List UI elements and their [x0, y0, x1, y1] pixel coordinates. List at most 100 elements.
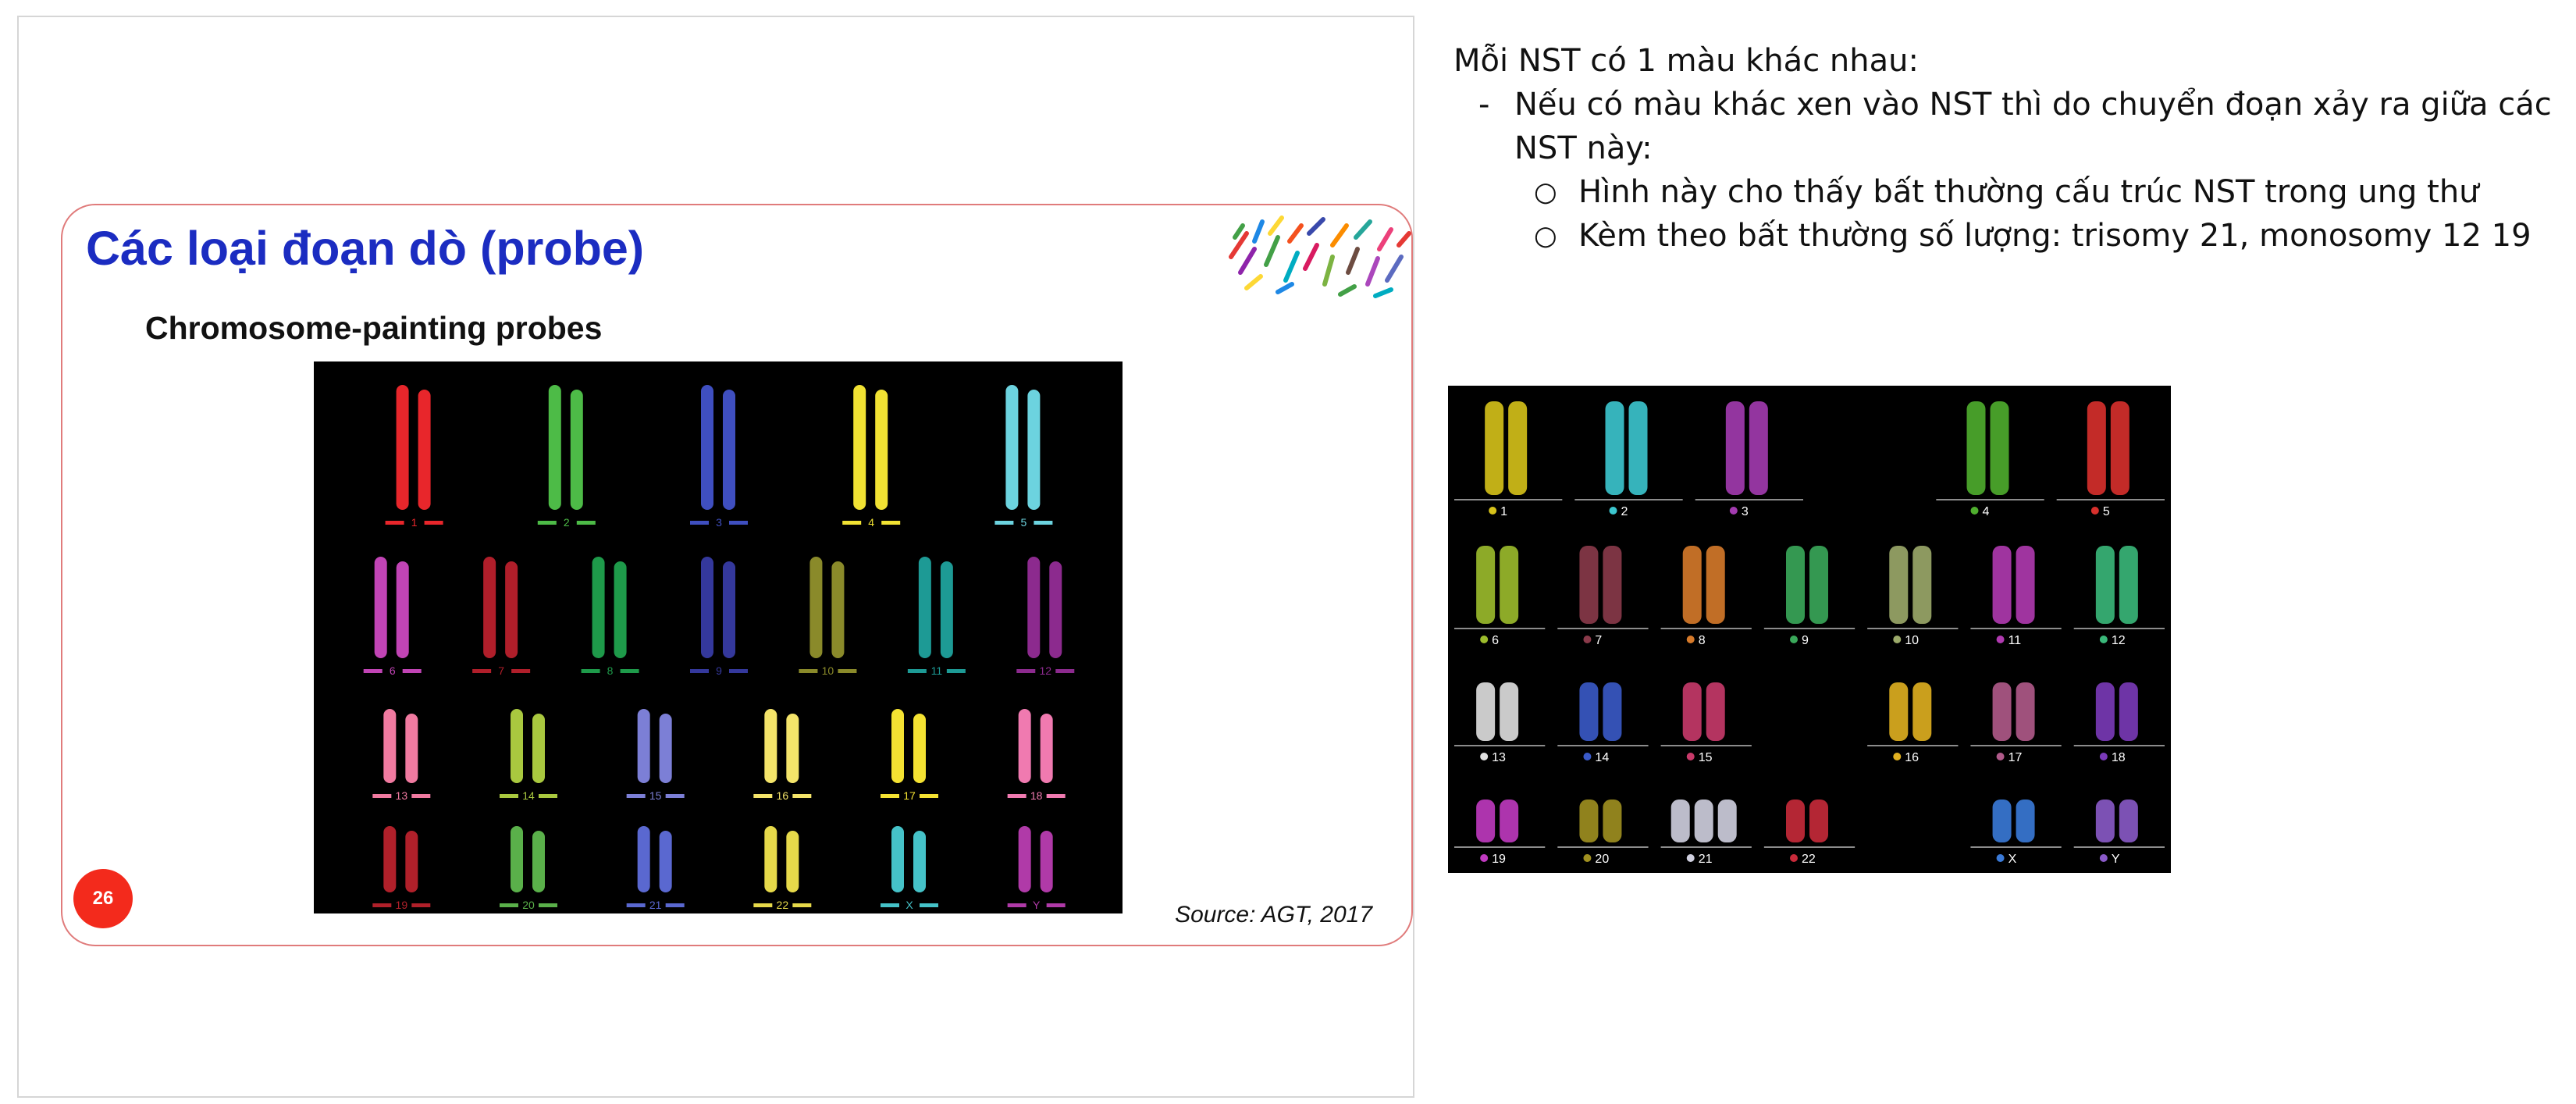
- label-bar: [665, 903, 685, 907]
- chromosome-number-label: 6: [390, 664, 396, 677]
- notes-bullet-text: Nếu có màu khác xen vào NST thì do chuyể…: [1514, 87, 2552, 166]
- label-bar: [1007, 903, 1026, 907]
- label-bar: [792, 903, 812, 907]
- chromosome-shape: [396, 561, 409, 658]
- chromosome-number-label: 21: [649, 899, 662, 911]
- chromosome-number-label: 2: [564, 516, 570, 529]
- chromosome-number-label: Y: [2112, 853, 2120, 866]
- chromosome-shape: [701, 557, 713, 658]
- chromosome-shape: [1912, 546, 1932, 624]
- color-dot: [1609, 507, 1617, 515]
- chromosome-number-label: 1: [411, 516, 418, 529]
- notes-text: Mỗi NST có 1 màu khác nhau: - Nếu có màu…: [1453, 39, 2562, 258]
- chromosome-shape: [418, 390, 431, 510]
- chromosome-shape: [1579, 546, 1599, 624]
- color-dot: [1893, 753, 1902, 760]
- chromosome-shape: [511, 826, 523, 892]
- chromosome-number-label: 1: [1500, 505, 1507, 518]
- chromosome-number-label: 7: [1595, 634, 1602, 647]
- color-dot: [1996, 753, 2005, 760]
- chromosome-shape: [1040, 714, 1053, 783]
- chromosome-shape: [637, 709, 650, 783]
- chromosome-shape: [1682, 546, 1702, 624]
- chromosome-shape: [511, 709, 523, 783]
- chromosome-shape: [405, 831, 418, 892]
- chromosome-shape: [1992, 800, 2012, 842]
- label-bar: [792, 794, 812, 798]
- chromosome-shape: [532, 714, 545, 783]
- chromosome-shape: [1579, 800, 1599, 842]
- color-dot: [1996, 636, 2005, 643]
- label-bar: [920, 903, 938, 907]
- chromosome-number-label: 20: [522, 899, 535, 911]
- chromosome-shape: [764, 709, 777, 783]
- color-dot: [1583, 636, 1592, 643]
- chromosome-shape: [1603, 682, 1622, 741]
- color-dot: [2090, 507, 2099, 515]
- chromosome-shape: [831, 561, 845, 658]
- chromosome-number-label: 20: [1595, 853, 1609, 866]
- color-dot: [1686, 753, 1695, 760]
- chromosome-shape: [1500, 682, 1519, 741]
- label-bar: [539, 794, 557, 798]
- cancer-karyotype: 1 2 3 4 5 6 7 8 9 10 11 12 13 14 15 16 17 18 19 20 21 22 X Y: [1448, 386, 2171, 873]
- chromosome-number-label: 3: [1742, 505, 1749, 518]
- chromosome-shape: [1476, 800, 1496, 842]
- chromosome-number-label: 9: [1802, 634, 1809, 647]
- label-bar: [881, 903, 899, 907]
- chromosome-number-label: 4: [1983, 505, 1990, 518]
- chromosome-shape: [2119, 800, 2138, 842]
- label-bar: [1046, 903, 1066, 907]
- label-bar: [881, 794, 899, 798]
- chromosome-number-label: 3: [716, 516, 722, 529]
- label-bar: [626, 794, 646, 798]
- label-bar: [385, 521, 404, 525]
- slide: Các loại đoạn dò (probe) Chromosome-pain…: [61, 204, 1413, 946]
- chromosome-number-label: 18: [1030, 789, 1043, 802]
- label-bar: [753, 903, 773, 907]
- circle-bullet-icon: ○: [1534, 220, 1557, 251]
- color-dot: [1893, 636, 1902, 643]
- chromosome-shape: [405, 714, 418, 783]
- page-number-badge: 26: [73, 869, 133, 928]
- chromosome-shape: [1809, 800, 1828, 842]
- chromosome-shape: [1476, 682, 1496, 741]
- label-bar: [363, 669, 382, 673]
- label-bar: [799, 669, 818, 673]
- color-dot: [1790, 636, 1798, 643]
- notes-subitem-text: Kèm theo bất thường số lượng: trisomy 21…: [1578, 218, 2532, 254]
- chromosome-shape: [1508, 401, 1528, 495]
- slide-subtitle: Chromosome-painting probes: [145, 310, 603, 346]
- chromosome-number-label: 13: [396, 789, 408, 802]
- chromosome-number-label: 15: [649, 789, 662, 802]
- chromosome-number-label: 5: [1021, 516, 1027, 529]
- chromosome-number-label: 22: [777, 899, 789, 911]
- chromosome-number-label: 19: [1492, 853, 1506, 866]
- chromosome-shape: [1706, 546, 1725, 624]
- chromosome-number-label: 21: [1699, 853, 1713, 866]
- label-bar: [1055, 669, 1075, 673]
- label-bar: [411, 903, 431, 907]
- color-dot: [1970, 507, 1979, 515]
- notes-subitem: ○ Kèm theo bất thường số lượng: trisomy …: [1453, 214, 2562, 258]
- label-bar: [372, 794, 392, 798]
- chromosome-shape: [913, 831, 926, 892]
- chromosome-shape: [637, 826, 650, 892]
- chromosome-number-label: 9: [716, 664, 722, 677]
- chromosome-number-label: 11: [931, 664, 943, 677]
- circle-bullet-icon: ○: [1534, 176, 1557, 208]
- color-dot: [1583, 753, 1592, 760]
- chromosome-shape: [570, 390, 583, 510]
- chromosome-number-label: 2: [1621, 505, 1628, 518]
- chromosome-shape: [1749, 401, 1768, 495]
- color-dot: [1583, 854, 1592, 862]
- label-bar: [1016, 669, 1036, 673]
- chromosome-number-label: 17: [903, 789, 916, 802]
- chromosome-number-label: 19: [396, 899, 408, 911]
- label-bar: [907, 669, 927, 673]
- chromosome-shape: [891, 826, 904, 892]
- chromosome-shape: [918, 557, 931, 658]
- chromosome-painting-karyotype: 1 2 3 4 5 6 7 8 9 10 11 12 13 14 15 16 17 18 19 20 21 22 X Y: [314, 361, 1123, 913]
